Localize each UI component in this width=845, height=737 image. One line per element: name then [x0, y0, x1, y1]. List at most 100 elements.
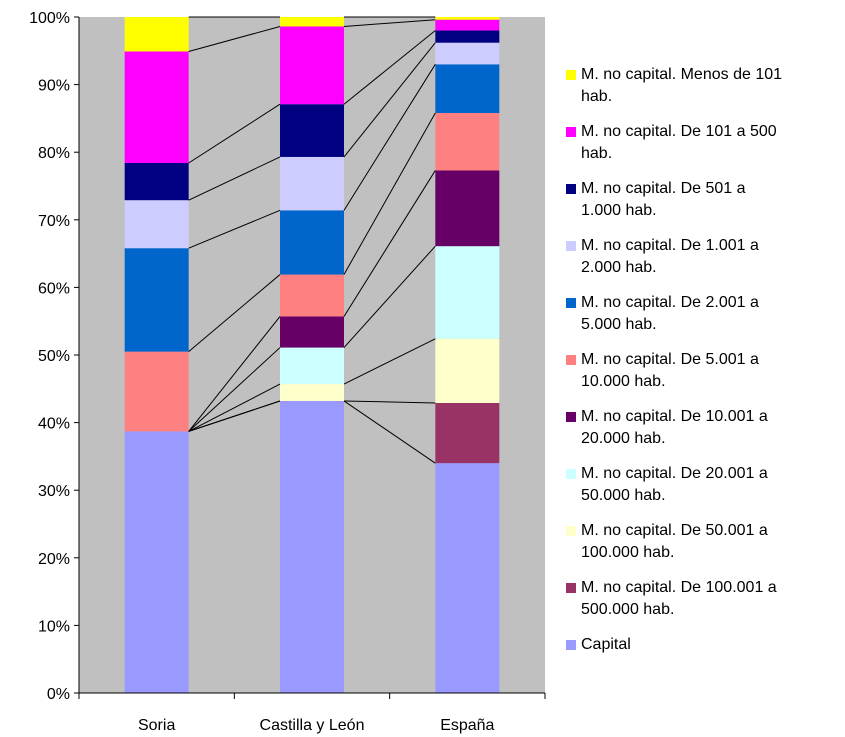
- bar-segment-2-3: [280, 384, 344, 401]
- legend-swatch: [566, 70, 576, 80]
- bar-segment-2-1: [280, 400, 344, 693]
- legend-label: 100.000 hab.: [581, 544, 675, 561]
- series-line: [188, 347, 281, 432]
- legend-label: 2.000 hab.: [581, 259, 657, 276]
- y-tick-label: 30%: [38, 483, 70, 500]
- series-line: [188, 156, 281, 201]
- legend-swatch: [566, 127, 576, 137]
- bar-segment-3-7: [435, 64, 500, 113]
- series-line: [343, 400, 436, 404]
- series-line: [343, 19, 436, 27]
- series-line: [188, 400, 281, 432]
- legend-label: hab.: [581, 88, 613, 105]
- y-tick-label: 10%: [38, 618, 70, 635]
- series-line: [188, 103, 281, 164]
- legend-label: M. no capital. De 50.001 a: [581, 522, 768, 539]
- series-line: [188, 209, 281, 249]
- series-line: [188, 25, 281, 52]
- legend-label: M. no capital. De 101 a 500: [581, 123, 777, 140]
- x-tick-label: Soria: [138, 717, 175, 734]
- bar-segment-3-4: [435, 246, 500, 339]
- y-tick-label: 90%: [38, 78, 70, 95]
- series-line: [343, 30, 436, 105]
- legend-label: M. no capital. De 501 a: [581, 180, 746, 197]
- legend-swatch: [566, 298, 576, 308]
- bar-segment-1-8: [124, 200, 189, 249]
- legend-label: 50.000 hab.: [581, 487, 666, 504]
- legend-item: Capital: [563, 634, 845, 656]
- bar-segment-1-11: [124, 17, 189, 52]
- legend-item: M. no capital. Menos de 101 hab.: [563, 64, 845, 108]
- legend-label: M. no capital. De 100.001 a: [581, 579, 777, 596]
- bar-segment-2-10: [280, 26, 344, 105]
- bar-segment-1-1: [124, 431, 189, 693]
- legend-label: M. no capital. De 2.001 a: [581, 294, 759, 311]
- legend-label: M. no capital. Menos de 101: [581, 66, 783, 83]
- bar-segment-3-9: [435, 30, 500, 43]
- legend-label: 1.000 hab.: [581, 202, 657, 219]
- bar-segment-2-4: [280, 347, 344, 385]
- bar-segment-3-10: [435, 19, 500, 31]
- bar-segment-3-3: [435, 338, 500, 403]
- series-line: [343, 338, 436, 385]
- legend-swatch: [566, 583, 576, 593]
- series-line: [343, 42, 436, 158]
- series-line: [343, 112, 436, 275]
- legend-label: 20.000 hab.: [581, 430, 666, 447]
- legend-item: M. no capital. De 20.001 a 50.000 hab.: [563, 463, 845, 507]
- bar-segment-3-2: [435, 402, 500, 464]
- legend-item: M. no capital. De 100.001 a 500.000 hab.: [563, 577, 845, 621]
- legend-label: Capital: [581, 636, 631, 653]
- legend-label: 5.000 hab.: [581, 316, 657, 333]
- y-tick-label: 80%: [38, 145, 70, 162]
- series-line: [188, 316, 281, 432]
- legend-item: M. no capital. De 10.001 a 20.000 hab.: [563, 406, 845, 450]
- bar-segment-2-8: [280, 156, 344, 211]
- y-tick-label: 50%: [38, 348, 70, 365]
- legend-item: M. no capital. De 2.001 a 5.000 hab.: [563, 292, 845, 336]
- bar-segment-2-9: [280, 104, 344, 157]
- series-line: [343, 64, 436, 211]
- bar-segment-1-6: [124, 351, 189, 432]
- legend-label: hab.: [581, 145, 613, 162]
- bar-segment-2-11: [280, 17, 344, 27]
- bar-segment-3-8: [435, 42, 500, 65]
- legend-label: M. no capital. De 10.001 a: [581, 408, 768, 425]
- x-tick-label: España: [440, 717, 494, 734]
- series-line: [188, 383, 281, 432]
- legend-swatch: [566, 241, 576, 251]
- y-tick-label: 100%: [29, 10, 70, 27]
- legend-item: M. no capital. De 101 a 500 hab.: [563, 121, 845, 165]
- legend-swatch: [566, 469, 576, 479]
- chart-legend: M. no capital. Menos de 101 hab. M. no cap…: [563, 64, 845, 669]
- y-tick-label: 20%: [38, 551, 70, 568]
- legend-item: M. no capital. De 5.001 a 10.000 hab.: [563, 349, 845, 393]
- bar-segment-2-7: [280, 210, 344, 275]
- x-tick-label: Castilla y León: [260, 717, 365, 734]
- bar-segment-3-11: [435, 17, 500, 20]
- y-tick-label: 70%: [38, 213, 70, 230]
- legend-swatch: [566, 355, 576, 365]
- y-tick-label: 60%: [38, 280, 70, 297]
- bar-segment-2-6: [280, 274, 344, 317]
- bar-segment-2-5: [280, 316, 344, 348]
- legend-item: M. no capital. De 1.001 a 2.000 hab.: [563, 235, 845, 279]
- bar-segment-1-7: [124, 248, 189, 352]
- bar-segment-3-1: [435, 463, 500, 693]
- legend-label: 500.000 hab.: [581, 601, 675, 618]
- legend-swatch: [566, 412, 576, 422]
- legend-item: M. no capital. De 501 a 1.000 hab.: [563, 178, 845, 222]
- bar-segment-3-6: [435, 112, 500, 171]
- bar-segment-1-10: [124, 51, 189, 164]
- bar-segment-3-5: [435, 170, 500, 247]
- legend-label: 10.000 hab.: [581, 373, 666, 390]
- legend-label: M. no capital. De 5.001 a: [581, 351, 759, 368]
- series-line: [343, 400, 436, 464]
- legend-label: M. no capital. De 1.001 a: [581, 237, 759, 254]
- y-tick-label: 40%: [38, 416, 70, 433]
- series-line: [188, 274, 281, 353]
- legend-swatch: [566, 526, 576, 536]
- series-line: [343, 245, 436, 348]
- legend-item: M. no capital. De 50.001 a 100.000 hab.: [563, 520, 845, 564]
